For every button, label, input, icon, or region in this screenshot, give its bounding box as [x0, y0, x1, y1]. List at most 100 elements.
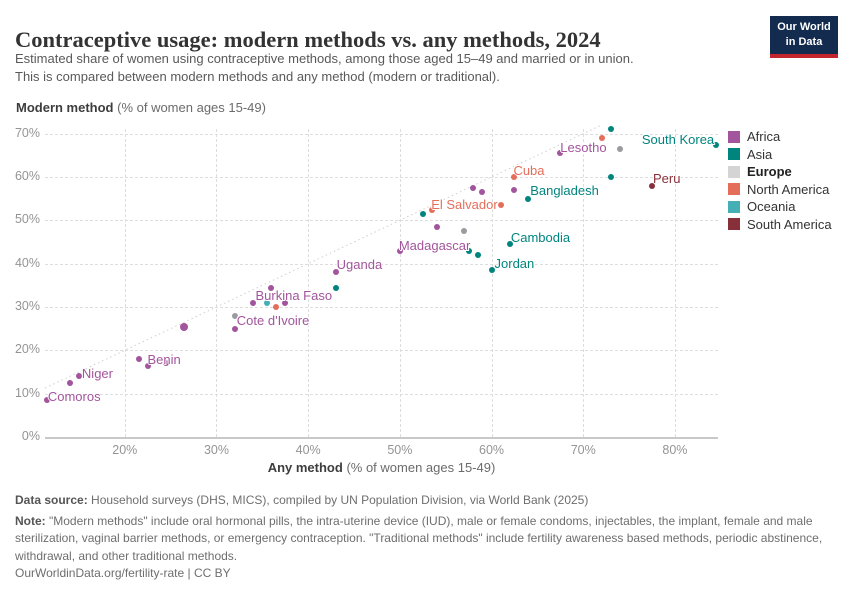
- owid-logo[interactable]: Our World in Data: [770, 16, 838, 58]
- x-gridline: [308, 129, 310, 437]
- point-label-cuba[interactable]: Cuba: [513, 163, 545, 178]
- point-label-uganda[interactable]: Uganda: [336, 257, 383, 273]
- scatter-point[interactable]: [332, 284, 339, 291]
- data-source-label: Data source:: [15, 493, 88, 507]
- scatter-point[interactable]: [607, 174, 614, 180]
- point-label-benin[interactable]: Benin: [147, 352, 181, 367]
- x-tick-label: 30%: [203, 443, 229, 457]
- legend-item-north-america[interactable]: North America: [728, 181, 832, 199]
- legend-item-asia[interactable]: Asia: [728, 146, 832, 164]
- scatter-point[interactable]: [474, 204, 481, 211]
- legend-label: South America: [747, 216, 832, 232]
- scatter-point[interactable]: [428, 206, 435, 213]
- legend-item-south-america[interactable]: South America: [728, 216, 832, 234]
- scatter-point-cote-d-ivoire[interactable]: [231, 325, 238, 332]
- y-gridline: [45, 350, 718, 352]
- point-label-cambodia[interactable]: Cambodia: [510, 230, 571, 246]
- point-label-jordan[interactable]: Jordan: [494, 256, 535, 272]
- x-axis-title-rest: (% of women ages 15-49): [342, 460, 496, 475]
- scatter-point-cambodia[interactable]: [506, 241, 513, 248]
- y-tick-label: 0%: [21, 429, 40, 443]
- y-axis-title-rest: (% of women ages 15-49): [113, 100, 266, 115]
- scatter-point[interactable]: [479, 189, 486, 196]
- scatter-point[interactable]: [163, 360, 170, 367]
- legend-swatch: [728, 218, 740, 231]
- identity-line: [44, 124, 602, 389]
- scatter-point[interactable]: [66, 379, 73, 386]
- scatter-point[interactable]: [250, 299, 257, 306]
- point-label-el-salvador[interactable]: El Salvador: [431, 197, 498, 213]
- scatter-point[interactable]: [180, 322, 189, 331]
- scatter-point[interactable]: [263, 299, 270, 306]
- scatter-point-peru[interactable]: [648, 182, 655, 189]
- y-tick-label: 20%: [14, 342, 40, 357]
- y-gridline: [45, 263, 718, 265]
- note-label: Note:: [15, 514, 46, 528]
- legend-swatch: [728, 183, 740, 196]
- scatter-point-bangladesh[interactable]: [525, 195, 532, 202]
- scatter-point[interactable]: [474, 252, 481, 258]
- point-label-lesotho[interactable]: Lesotho: [560, 140, 607, 156]
- x-gridline: [399, 129, 401, 437]
- point-label-peru[interactable]: Peru: [652, 170, 681, 186]
- y-tick-label: 70%: [14, 125, 40, 140]
- scatter-point-cuba[interactable]: [511, 174, 518, 180]
- point-label-bangladesh[interactable]: Bangladesh: [530, 182, 599, 198]
- continent-legend: Africa Asia Europe North America Oceania Sout…: [728, 128, 832, 233]
- scatter-point-burkina-faso[interactable]: [268, 284, 275, 291]
- scatter-point[interactable]: [273, 304, 280, 310]
- scatter-point[interactable]: [470, 184, 477, 191]
- y-axis-title-bold: Modern method: [16, 100, 114, 115]
- point-label-south-korea[interactable]: South Korea: [641, 131, 715, 147]
- scatter-point-comoros[interactable]: [43, 397, 50, 404]
- legend-label: Africa: [747, 129, 781, 145]
- scatter-point-el-salvador[interactable]: [497, 202, 504, 209]
- page-title: Contraceptive usage: modern methods vs. …: [15, 27, 601, 53]
- scatter-point[interactable]: [433, 223, 440, 230]
- scatter-point-benin[interactable]: [135, 356, 142, 362]
- scatter-point[interactable]: [607, 126, 614, 133]
- scatter-point-uganda[interactable]: [332, 269, 339, 276]
- point-label-comoros[interactable]: Comoros: [47, 389, 101, 405]
- point-label-cote-d-ivoire[interactable]: Cote d'Ivoire: [236, 312, 310, 328]
- subtitle-line-1: Estimated share of women using contracep…: [15, 51, 634, 66]
- scatter-point[interactable]: [144, 362, 151, 369]
- scatter-point-south-korea[interactable]: [713, 141, 720, 148]
- scatter-point-niger[interactable]: [75, 373, 82, 380]
- scatter-point[interactable]: [465, 247, 472, 254]
- x-tick-label: 20%: [112, 443, 138, 457]
- legend-item-europe[interactable]: Europe: [728, 163, 832, 181]
- y-tick-label: 10%: [14, 385, 40, 400]
- legend-label: Oceania: [747, 199, 796, 215]
- scatter-point[interactable]: [511, 187, 518, 193]
- legend-label: Asia: [747, 146, 773, 162]
- legend-label: Europe: [747, 164, 792, 180]
- legend-swatch: [728, 165, 740, 178]
- note-line: Note: "Modern methods" include oral horm…: [15, 513, 837, 565]
- data-source-line: Data source: Household surveys (DHS, MIC…: [15, 492, 837, 509]
- point-label-madagascar[interactable]: Madagascar: [398, 237, 471, 253]
- y-gridline: [45, 307, 718, 308]
- scatter-point[interactable]: [461, 228, 468, 235]
- y-tick-label: 30%: [14, 299, 40, 313]
- x-gridline: [216, 129, 218, 437]
- scatter-point[interactable]: [598, 135, 605, 141]
- point-label-burkina-faso[interactable]: Burkina Faso: [255, 287, 333, 303]
- scatter-point-jordan[interactable]: [488, 267, 495, 274]
- scatter-point[interactable]: [231, 312, 238, 319]
- legend-item-oceania[interactable]: Oceania: [728, 198, 832, 216]
- y-gridline: [45, 220, 718, 222]
- scatter-point-madagascar[interactable]: [396, 247, 403, 254]
- scatter-point[interactable]: [616, 145, 623, 152]
- x-tick-label: 80%: [662, 443, 688, 457]
- legend-swatch: [728, 200, 740, 213]
- scatter-point[interactable]: [419, 210, 426, 217]
- citation-link[interactable]: OurWorldinData.org/fertility-rate | CC B…: [15, 566, 231, 580]
- scatter-point-lesotho[interactable]: [557, 150, 564, 157]
- scatter-point[interactable]: [282, 299, 289, 306]
- point-label-niger[interactable]: Niger: [81, 366, 113, 382]
- x-gridline: [491, 129, 493, 437]
- y-gridline: [45, 133, 718, 135]
- legend-item-africa[interactable]: Africa: [728, 128, 832, 146]
- x-tick-label: 70%: [570, 443, 596, 457]
